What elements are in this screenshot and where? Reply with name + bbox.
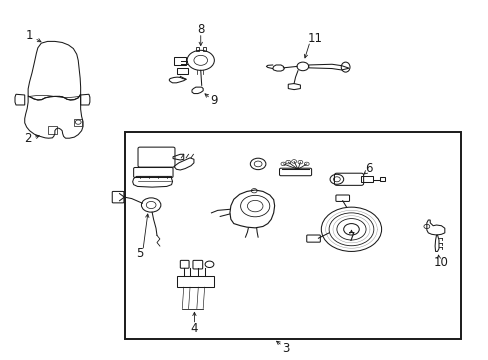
Text: 1: 1 [26,29,33,42]
Text: 10: 10 [433,256,448,269]
Text: 8: 8 [197,23,204,36]
Text: 7: 7 [347,231,354,244]
Bar [379,177,384,181]
Bar [177,276,213,287]
Text: 3: 3 [282,342,289,355]
Bar [174,57,186,64]
Text: 5: 5 [136,247,143,260]
Text: 11: 11 [307,32,322,45]
Text: 9: 9 [210,94,218,107]
Bar [48,126,57,134]
Bar [196,48,199,51]
Bar [203,48,205,51]
Bar [361,176,372,182]
Bar [74,118,81,126]
Text: 6: 6 [364,162,371,175]
Bar [177,68,188,74]
Text: 2: 2 [24,132,32,145]
Bar [125,132,460,339]
Text: 4: 4 [190,323,198,336]
